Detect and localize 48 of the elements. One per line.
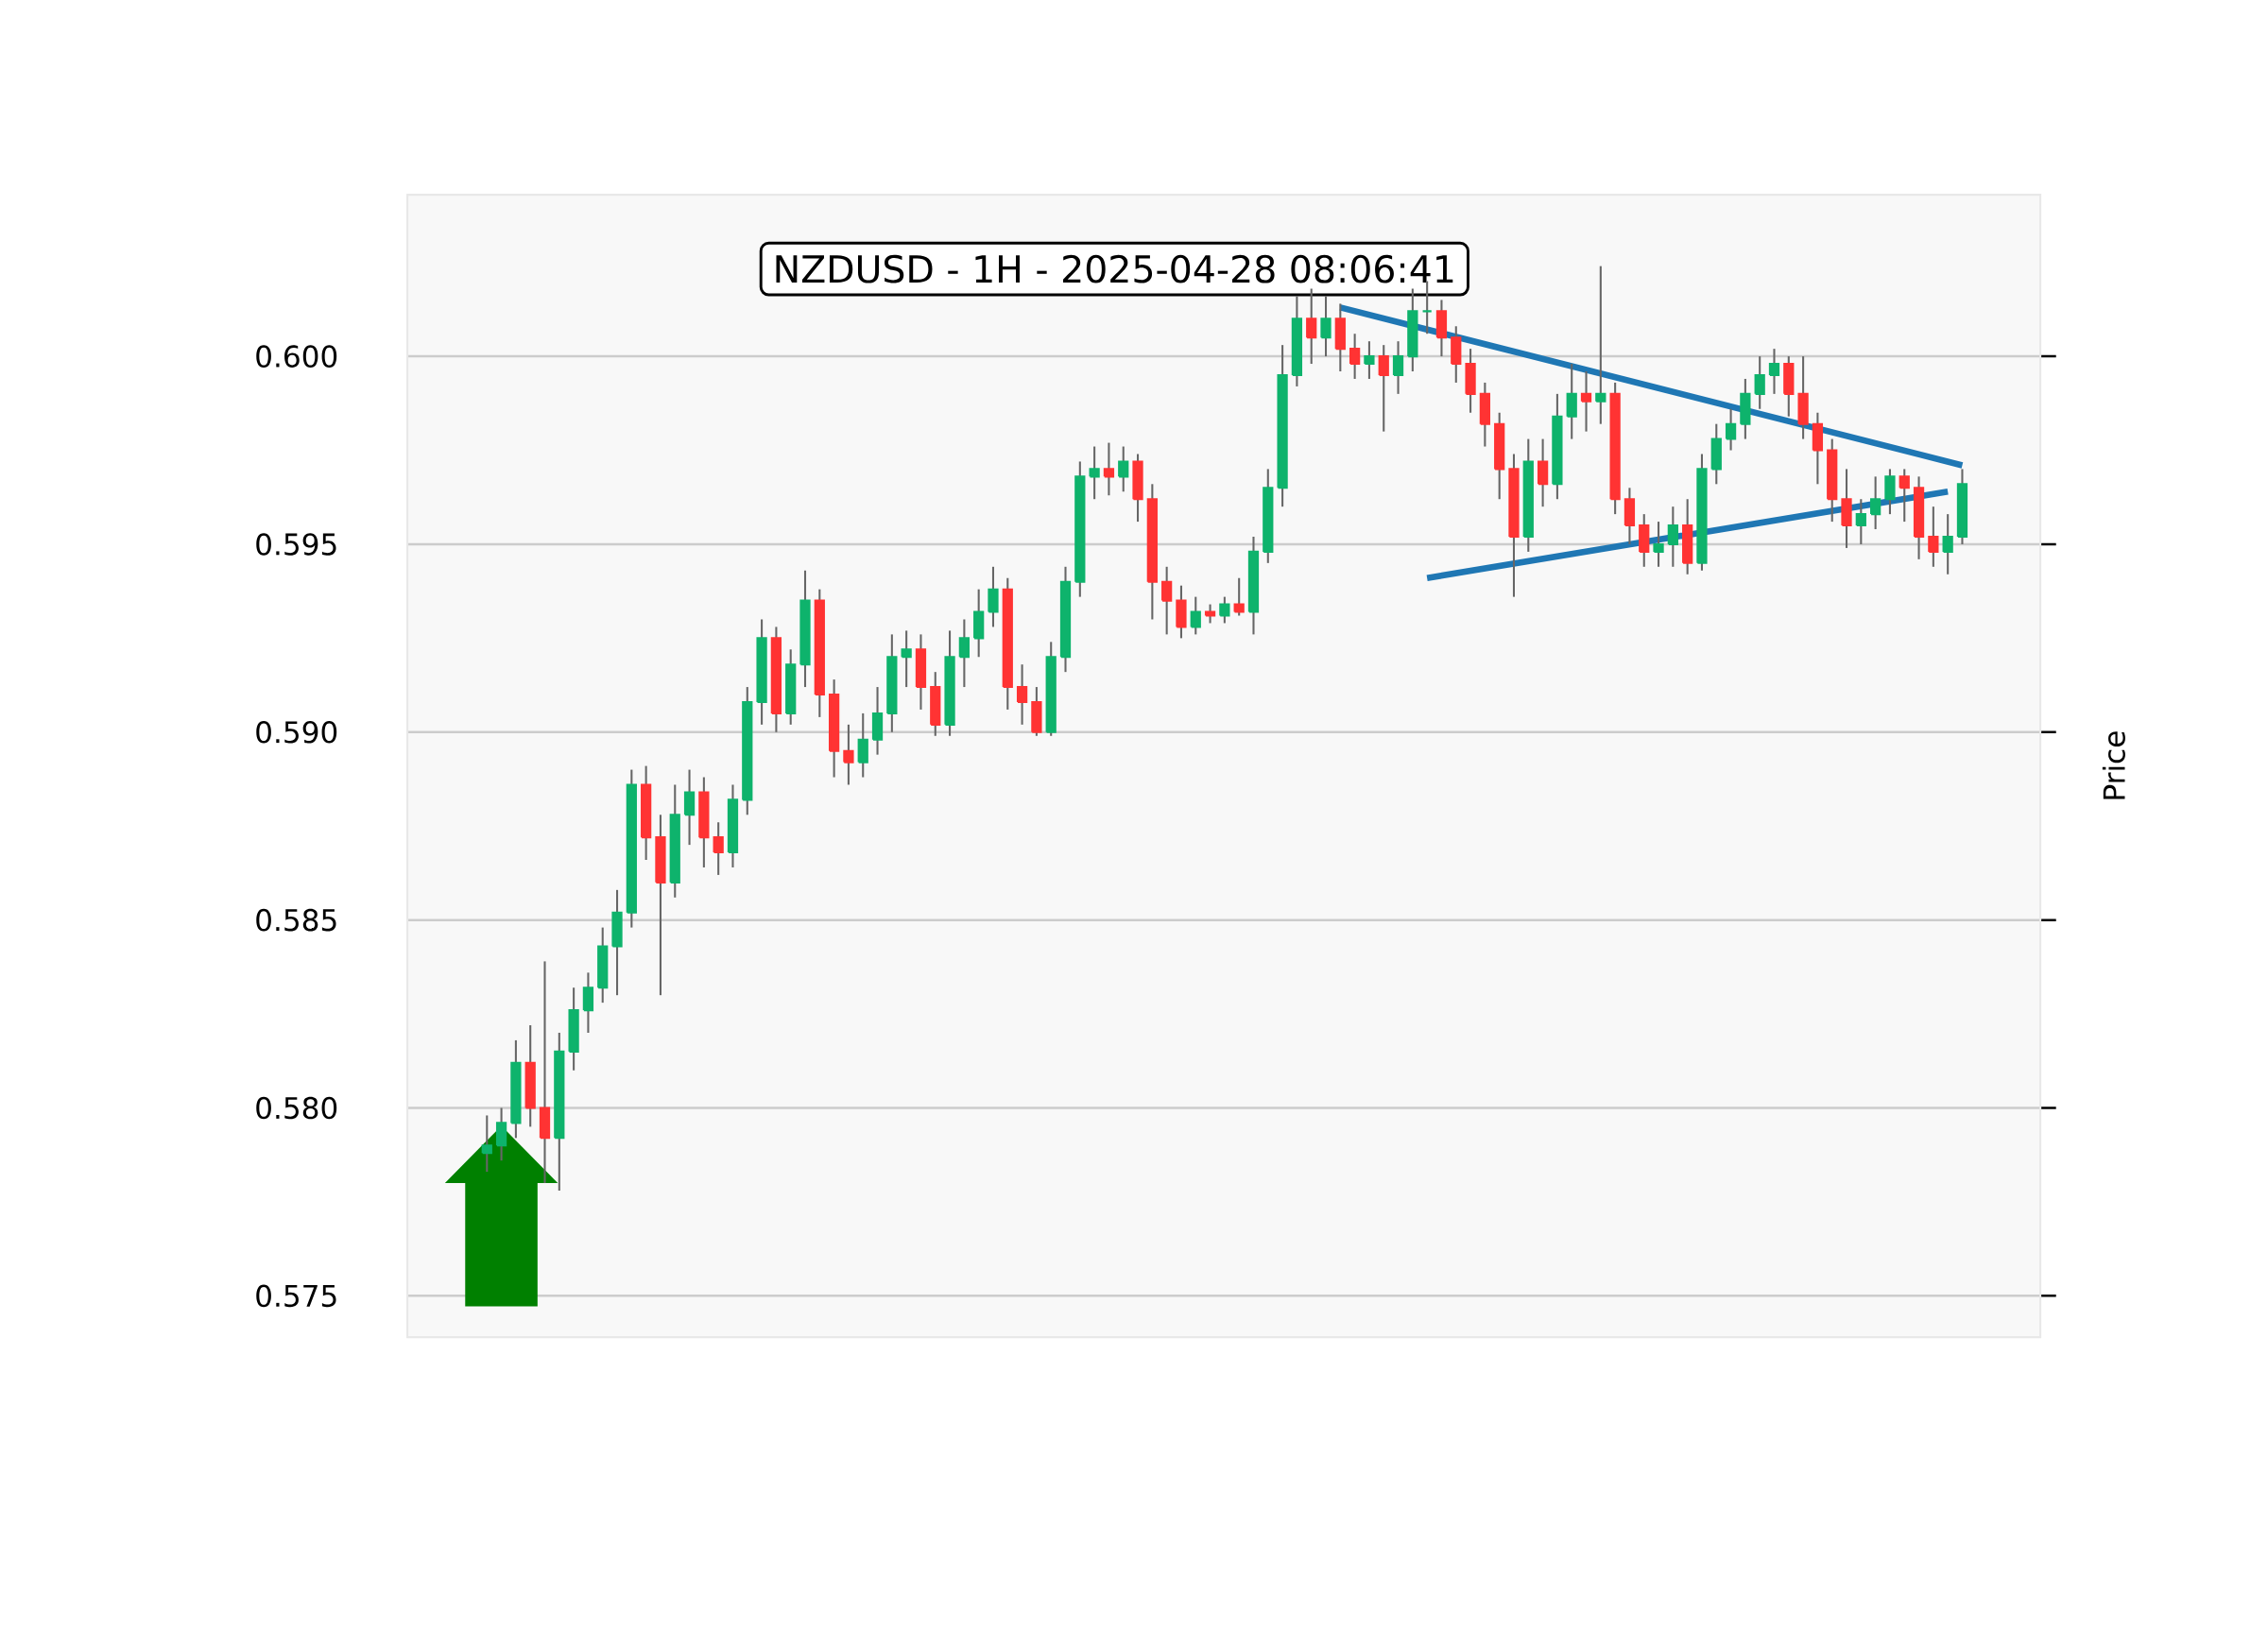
- y-tick-label: 0.580: [256, 1096, 337, 1120]
- y-tick-label: 0.590: [256, 721, 337, 744]
- candlestick: [1653, 521, 1664, 568]
- candlestick: [1089, 445, 1100, 501]
- candlestick: [1870, 475, 1881, 531]
- candlestick: [1016, 663, 1028, 726]
- candlestick: [1928, 506, 1939, 568]
- candlestick: [1566, 363, 1577, 440]
- candlestick: [1103, 441, 1115, 497]
- candlestick: [582, 971, 594, 1034]
- candlestick: [1580, 369, 1592, 433]
- candlestick: [683, 768, 696, 847]
- candlestick: [1190, 595, 1201, 636]
- candlestick: [1725, 407, 1737, 452]
- candlestick: [1306, 287, 1317, 366]
- candlestick: [1233, 576, 1245, 617]
- y-tick-label: 0.585: [256, 908, 336, 932]
- candlestick: [988, 565, 999, 628]
- candlestick: [1855, 498, 1866, 545]
- candlestick: [1378, 344, 1389, 433]
- candlestick: [1204, 603, 1216, 625]
- candlestick: [1942, 513, 1953, 575]
- y-axis-title: Price: [2102, 731, 2125, 799]
- candlestick: [1768, 348, 1780, 395]
- text: NZDUSD - 1H - 2025-04-28 08:06:41: [776, 254, 1453, 283]
- candlestick: [1754, 355, 1765, 410]
- y-tick-label: 0.575: [256, 1284, 336, 1308]
- candlestick: [958, 618, 971, 689]
- candlestick: [1118, 445, 1129, 493]
- candlestick: [1667, 506, 1678, 568]
- candlestick: [1364, 340, 1375, 380]
- candlestick: [1595, 265, 1606, 425]
- candlestick: [1349, 333, 1361, 380]
- candlestick: [857, 712, 868, 779]
- candlestick: [1219, 595, 1230, 625]
- candlestick: [1884, 468, 1896, 516]
- candlestick: [1392, 340, 1404, 395]
- candlestick: [1537, 438, 1549, 508]
- candlestick: [713, 821, 724, 876]
- candlestick: [1161, 565, 1173, 636]
- candlestick: [843, 723, 854, 786]
- candlestick: [901, 629, 912, 689]
- candlestick: [1320, 295, 1332, 358]
- y-tick-label: 0.600: [256, 345, 337, 368]
- candlestick: [481, 1114, 492, 1174]
- y-tick-label: 0.595: [256, 533, 336, 556]
- candlestick: [495, 1107, 507, 1162]
- candlestick: [1899, 468, 1910, 523]
